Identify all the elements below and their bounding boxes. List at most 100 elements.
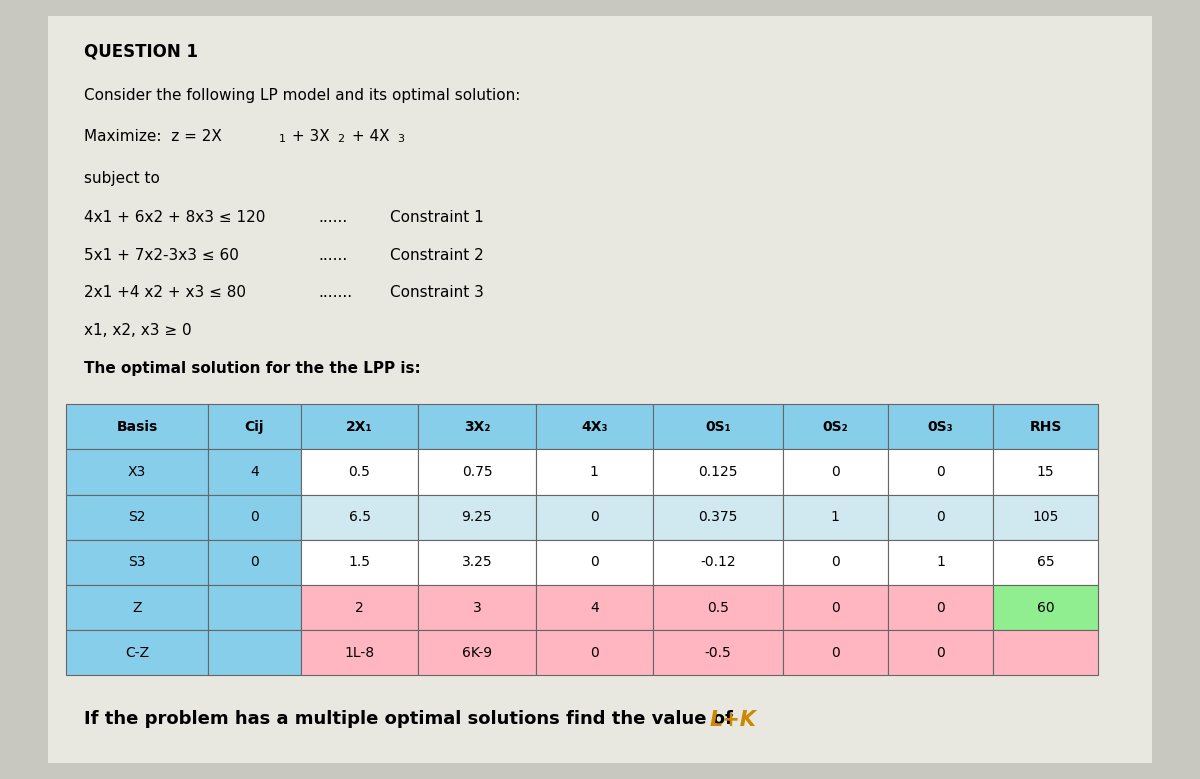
Bar	[535, 630, 653, 675]
Text: C-Z: C-Z	[125, 646, 149, 660]
Bar	[653, 540, 782, 585]
Text: 0: 0	[830, 465, 840, 479]
Bar	[419, 404, 535, 449]
Text: + 4X: + 4X	[347, 129, 390, 143]
Bar	[419, 585, 535, 630]
Bar	[653, 630, 782, 675]
Text: 0: 0	[830, 601, 840, 615]
Text: -0.12: -0.12	[700, 555, 736, 569]
Bar	[888, 495, 992, 540]
Bar	[208, 495, 301, 540]
Bar	[419, 449, 535, 495]
Text: 0: 0	[830, 646, 840, 660]
Text: 6.5: 6.5	[348, 510, 371, 524]
Text: 0S₁: 0S₁	[706, 420, 731, 434]
Text: 60: 60	[1037, 601, 1055, 615]
Text: Cij: Cij	[245, 420, 264, 434]
Text: -0.5: -0.5	[704, 646, 731, 660]
Bar	[653, 495, 782, 540]
Text: .......: .......	[318, 285, 352, 300]
Text: 0: 0	[250, 510, 259, 524]
Bar	[535, 585, 653, 630]
Bar	[535, 495, 653, 540]
Text: ......: ......	[318, 248, 347, 263]
Text: 0: 0	[590, 555, 599, 569]
Bar	[782, 540, 888, 585]
Text: 15: 15	[1037, 465, 1055, 479]
Bar	[301, 630, 419, 675]
Text: X3: X3	[128, 465, 146, 479]
Bar	[66, 495, 208, 540]
Bar	[419, 630, 535, 675]
Bar	[782, 585, 888, 630]
Bar	[653, 449, 782, 495]
Bar	[535, 449, 653, 495]
Text: 0S₃: 0S₃	[928, 420, 953, 434]
Bar	[888, 630, 992, 675]
Bar	[301, 404, 419, 449]
Bar	[419, 495, 535, 540]
Text: 3.25: 3.25	[462, 555, 492, 569]
Text: 0: 0	[830, 555, 840, 569]
Text: 4x1 + 6x2 + 8x3 ≤ 120: 4x1 + 6x2 + 8x3 ≤ 120	[84, 210, 265, 225]
Text: 4: 4	[590, 601, 599, 615]
Bar	[535, 404, 653, 449]
Text: 1.5: 1.5	[348, 555, 371, 569]
Text: If the problem has a multiple optimal solutions find the value of: If the problem has a multiple optimal so…	[84, 710, 739, 728]
Text: Z: Z	[132, 601, 142, 615]
Bar	[888, 404, 992, 449]
Bar	[782, 630, 888, 675]
Bar	[208, 630, 301, 675]
Bar	[208, 404, 301, 449]
Bar	[782, 495, 888, 540]
Text: 4X₃: 4X₃	[581, 420, 607, 434]
Text: S2: S2	[128, 510, 146, 524]
Bar	[782, 404, 888, 449]
Text: 1: 1	[278, 134, 286, 144]
Bar	[301, 449, 419, 495]
Text: 9.25: 9.25	[462, 510, 492, 524]
Text: 1: 1	[936, 555, 944, 569]
Bar	[992, 630, 1098, 675]
Bar	[208, 449, 301, 495]
Bar	[301, 495, 419, 540]
Bar	[888, 585, 992, 630]
Text: 0: 0	[936, 465, 944, 479]
Bar	[888, 540, 992, 585]
Text: 2x1 +4 x2 + x3 ≤ 80: 2x1 +4 x2 + x3 ≤ 80	[84, 285, 246, 300]
Text: Constraint 3: Constraint 3	[390, 285, 484, 300]
Bar	[992, 495, 1098, 540]
Bar	[301, 585, 419, 630]
Text: Basis: Basis	[116, 420, 157, 434]
Text: 0: 0	[590, 510, 599, 524]
Bar	[653, 404, 782, 449]
Text: 3: 3	[397, 134, 404, 144]
Text: 0: 0	[590, 646, 599, 660]
Text: 0.5: 0.5	[348, 465, 371, 479]
Bar	[208, 585, 301, 630]
Bar	[992, 585, 1098, 630]
Bar	[419, 540, 535, 585]
Text: S3: S3	[128, 555, 146, 569]
Bar	[66, 404, 208, 449]
Bar	[992, 540, 1098, 585]
Text: 65: 65	[1037, 555, 1055, 569]
Text: ......: ......	[318, 210, 347, 225]
Bar	[653, 585, 782, 630]
Bar	[208, 540, 301, 585]
Bar	[301, 540, 419, 585]
Text: 0.125: 0.125	[698, 465, 738, 479]
Text: 0S₂: 0S₂	[822, 420, 848, 434]
Text: QUESTION 1: QUESTION 1	[84, 43, 198, 61]
Text: 5x1 + 7x2-3x3 ≤ 60: 5x1 + 7x2-3x3 ≤ 60	[84, 248, 239, 263]
Text: 3X₂: 3X₂	[463, 420, 490, 434]
Text: 1: 1	[590, 465, 599, 479]
Text: 0: 0	[250, 555, 259, 569]
Text: 3: 3	[473, 601, 481, 615]
Text: L+K: L+K	[709, 710, 756, 731]
Text: 1L-8: 1L-8	[344, 646, 374, 660]
Text: 105: 105	[1032, 510, 1058, 524]
Bar	[888, 449, 992, 495]
Text: 2X₁: 2X₁	[347, 420, 373, 434]
Text: 0.75: 0.75	[462, 465, 492, 479]
